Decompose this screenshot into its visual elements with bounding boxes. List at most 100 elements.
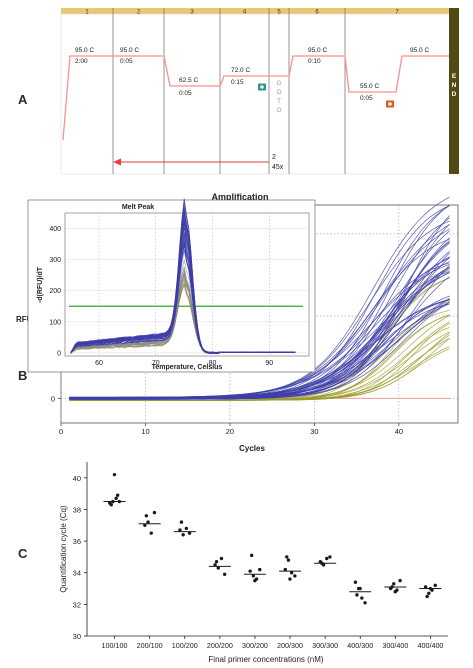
amplification-panel: Amplification 0102030400200 RFU Cycles M… [16, 192, 459, 453]
end-label: END [452, 73, 457, 98]
panel-label-a: A [18, 92, 28, 107]
amplification-curves [69, 196, 450, 401]
amplification-title: Amplification [211, 192, 268, 202]
amp-xtick-label: 30 [310, 427, 318, 436]
melt-ytick-label: 400 [49, 226, 61, 233]
cq-point [283, 567, 287, 572]
camera-icon [386, 100, 394, 108]
melt-xtick-label: 80 [209, 360, 217, 367]
cq-point [213, 563, 217, 567]
step-hold-time: 0:05 [179, 90, 192, 97]
melt-curve-blue [70, 242, 296, 354]
cq-point [289, 571, 294, 575]
melt-xlabel: Temperature, Celsius [152, 364, 223, 371]
cq-ytick-label: 30 [73, 632, 81, 641]
melt-xtick-label: 90 [265, 360, 273, 367]
melt-xtick-label: 60 [95, 360, 103, 367]
step-number: 4 [243, 10, 247, 16]
panel-label-b: B [18, 368, 28, 383]
goto-arrow-head [113, 158, 121, 166]
amp-curve-blue [69, 228, 450, 398]
cq-point [293, 574, 297, 578]
goto-repeats: 45x [272, 164, 284, 171]
goto-letter: O [276, 107, 281, 114]
cq-point [398, 578, 402, 583]
cq-point [433, 583, 437, 588]
cq-xtick-label: 200/100 [137, 641, 163, 650]
cq-point [423, 585, 428, 589]
cq-ytick-label: 34 [73, 569, 81, 578]
cq-xtick-label: 300/300 [312, 641, 338, 650]
goto-letter: T [277, 98, 281, 105]
cq-ytick-label: 40 [73, 474, 81, 483]
step-temperature: 62.5 C [179, 77, 198, 84]
cq-scatter-panel: 30 32 34 36 38 40 100/100 200/100 100/200 200/200… [59, 462, 448, 664]
melt-peak-inset: Melt Peak 60 70 80 90 0 100 200 300 400 Temperat… [27, 198, 316, 373]
cq-xtick-label: 300/400 [382, 641, 408, 650]
cq-point [358, 586, 362, 591]
cq-points [108, 472, 437, 605]
cq-medians [103, 501, 442, 593]
temperature-trace [62, 55, 449, 141]
cq-point [187, 531, 192, 535]
cq-point [178, 528, 182, 532]
cq-point [143, 523, 147, 527]
cq-point [249, 553, 254, 558]
cq-ylabel: Quantification cycle (Cq) [59, 505, 68, 592]
melt-xtick-label: 70 [152, 360, 160, 367]
end-letter: D [452, 91, 457, 98]
cq-point [286, 558, 291, 562]
amp-curve-blue [69, 266, 450, 400]
step-hold-time: 0:15 [231, 79, 244, 86]
panel-label-c: C [18, 546, 28, 561]
protocol-grid [60, 13, 452, 175]
cq-point [328, 555, 332, 559]
step-hold-time: 0:05 [120, 58, 133, 65]
melt-title: Melt Peak [122, 204, 154, 211]
melt-axes: 60 70 80 90 0 100 200 300 400 [49, 226, 273, 367]
step-temperature: 55.0 C [360, 83, 379, 90]
cq-point [363, 601, 367, 605]
step-dividers [112, 8, 346, 174]
end-letter: E [452, 73, 457, 80]
step-temperature: 95.0 C [410, 47, 429, 54]
cq-point [355, 593, 359, 597]
cq-point [179, 520, 184, 524]
step-labels: 95.0 C 2:00 95.0 C 0:05 62.5 C 0:05 72.0 C 0:15… [75, 47, 429, 102]
cq-point [285, 555, 289, 559]
camera-icon [258, 83, 266, 91]
cq-xtick-label: 400/400 [417, 641, 443, 650]
cq-xlabel: Final primer concentrations (nM) [208, 655, 323, 664]
cq-point [114, 496, 118, 501]
cq-point [258, 567, 262, 572]
cq-point [253, 578, 257, 583]
step-hold-time: 2:00 [75, 58, 88, 65]
amplification-xlabel: Cycles [239, 444, 265, 453]
cq-point [146, 520, 150, 524]
amp-xtick-label: 40 [395, 427, 403, 436]
cq-point [393, 590, 397, 594]
cq-xtick-label: 100/200 [172, 641, 198, 650]
amp-xtick-label: 20 [226, 427, 234, 436]
amp-curve-olive [69, 346, 450, 401]
end-letter: N [452, 82, 457, 89]
step-temperature: 95.0 C [75, 47, 94, 54]
cq-point [152, 510, 157, 515]
cq-point [144, 514, 149, 518]
melt-ylabel: -d(RFU)/dT [37, 266, 44, 303]
cq-ticks: 30 32 34 36 38 40 100/100 200/100 100/200 200/200… [73, 474, 444, 650]
step-temperature: 95.0 C [120, 47, 139, 54]
cq-point [181, 533, 185, 537]
amp-ytick-label: 0 [51, 394, 55, 403]
melt-curves [70, 198, 296, 355]
camera-icons [258, 83, 394, 108]
step-number: 5 [277, 10, 281, 16]
cq-point [112, 472, 117, 477]
step-temperature: 72.0 C [231, 67, 250, 74]
cq-xtick-label: 400/300 [347, 641, 373, 650]
goto-target: 2 [272, 154, 276, 161]
cq-ytick-label: 36 [73, 537, 81, 546]
cq-point [392, 582, 396, 586]
cq-xtick-label: 100/100 [102, 641, 128, 650]
melt-ytick-label: 300 [49, 257, 61, 264]
